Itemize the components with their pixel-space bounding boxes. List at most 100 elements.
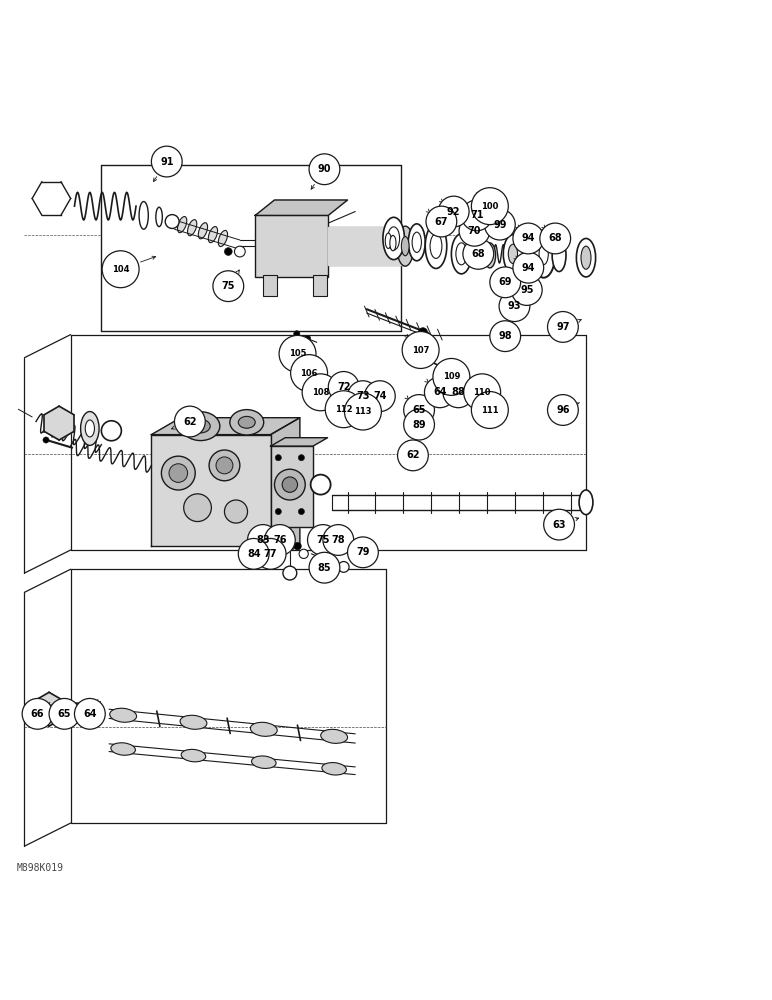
Circle shape — [325, 391, 362, 428]
Ellipse shape — [412, 232, 422, 252]
Polygon shape — [271, 418, 300, 546]
Text: 64: 64 — [83, 709, 96, 719]
Circle shape — [290, 355, 327, 392]
Circle shape — [433, 358, 470, 395]
Circle shape — [404, 409, 435, 440]
Circle shape — [485, 209, 515, 240]
Bar — [263, 275, 277, 296]
Text: 112: 112 — [335, 405, 353, 414]
Circle shape — [310, 475, 330, 495]
Ellipse shape — [390, 235, 396, 251]
Circle shape — [404, 395, 435, 425]
Ellipse shape — [430, 234, 442, 258]
Ellipse shape — [408, 224, 425, 261]
Circle shape — [462, 200, 493, 231]
Ellipse shape — [181, 412, 220, 441]
Circle shape — [307, 525, 338, 555]
Circle shape — [276, 508, 281, 515]
Text: 105: 105 — [289, 349, 306, 358]
Text: 107: 107 — [412, 346, 429, 355]
Text: 76: 76 — [273, 535, 286, 545]
Polygon shape — [271, 446, 313, 527]
Circle shape — [459, 215, 490, 246]
Circle shape — [304, 335, 310, 342]
Circle shape — [309, 154, 340, 185]
Text: 62: 62 — [406, 450, 420, 460]
Ellipse shape — [508, 244, 517, 263]
Text: 93: 93 — [508, 301, 521, 311]
Text: 65: 65 — [58, 709, 71, 719]
Circle shape — [402, 332, 439, 368]
Circle shape — [102, 251, 139, 288]
Circle shape — [511, 275, 542, 305]
Circle shape — [298, 455, 304, 461]
Circle shape — [293, 542, 301, 550]
Text: 104: 104 — [112, 265, 130, 274]
Circle shape — [239, 538, 269, 569]
Ellipse shape — [484, 243, 496, 268]
Text: 70: 70 — [468, 226, 481, 236]
Text: 88: 88 — [452, 387, 466, 397]
Polygon shape — [271, 438, 327, 446]
Text: 77: 77 — [264, 549, 277, 559]
Circle shape — [429, 357, 435, 363]
Ellipse shape — [577, 238, 596, 277]
Circle shape — [74, 698, 105, 729]
Polygon shape — [45, 406, 74, 440]
Ellipse shape — [552, 239, 566, 272]
Polygon shape — [151, 418, 300, 435]
Circle shape — [282, 477, 297, 492]
Text: 90: 90 — [318, 164, 331, 174]
Circle shape — [347, 537, 378, 568]
Text: 67: 67 — [435, 217, 448, 227]
Text: 98: 98 — [499, 331, 512, 341]
Text: 85: 85 — [317, 563, 331, 573]
Text: 109: 109 — [442, 372, 460, 381]
Ellipse shape — [397, 226, 414, 266]
Text: 65: 65 — [412, 405, 426, 415]
Text: 97: 97 — [556, 322, 570, 332]
Circle shape — [299, 549, 308, 558]
Text: 95: 95 — [520, 285, 533, 295]
Circle shape — [490, 321, 520, 352]
Circle shape — [235, 246, 245, 257]
Text: 110: 110 — [473, 388, 491, 397]
Circle shape — [184, 494, 212, 522]
Circle shape — [265, 525, 295, 555]
FancyBboxPatch shape — [256, 215, 328, 277]
Text: 74: 74 — [373, 391, 387, 401]
Ellipse shape — [503, 235, 523, 273]
Circle shape — [425, 377, 455, 408]
Circle shape — [275, 469, 305, 500]
Circle shape — [344, 393, 381, 430]
Circle shape — [271, 540, 279, 548]
Ellipse shape — [539, 243, 548, 265]
Text: 111: 111 — [481, 406, 499, 415]
Circle shape — [490, 267, 520, 298]
Circle shape — [151, 146, 182, 177]
Ellipse shape — [322, 763, 347, 775]
Text: 83: 83 — [256, 535, 269, 545]
Text: 106: 106 — [300, 369, 318, 378]
Text: 96: 96 — [556, 405, 570, 415]
Circle shape — [438, 196, 469, 227]
Text: 62: 62 — [183, 417, 197, 427]
Circle shape — [302, 374, 339, 411]
Ellipse shape — [579, 490, 593, 515]
Ellipse shape — [178, 217, 187, 233]
Circle shape — [347, 381, 378, 412]
Circle shape — [418, 328, 428, 337]
Ellipse shape — [218, 230, 228, 247]
Ellipse shape — [208, 227, 218, 243]
Circle shape — [276, 455, 281, 461]
Circle shape — [293, 331, 300, 337]
Circle shape — [96, 711, 102, 717]
Ellipse shape — [581, 246, 591, 269]
Ellipse shape — [532, 230, 555, 278]
Polygon shape — [256, 200, 347, 215]
Circle shape — [513, 252, 543, 283]
Circle shape — [547, 395, 578, 425]
Text: 108: 108 — [312, 388, 330, 397]
Text: 89: 89 — [412, 420, 426, 430]
Ellipse shape — [250, 722, 277, 736]
